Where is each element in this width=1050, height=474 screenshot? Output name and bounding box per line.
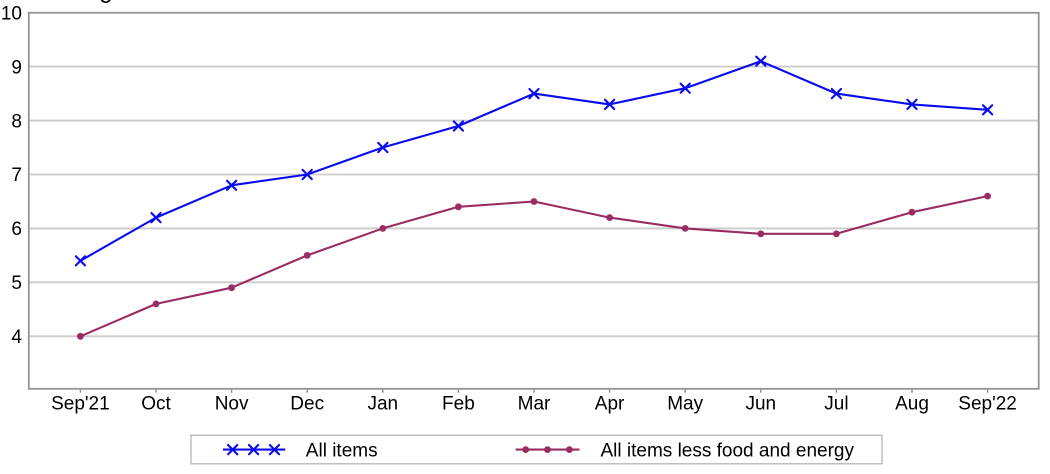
svg-text:Aug: Aug (895, 394, 929, 415)
svg-text:7: 7 (11, 165, 22, 186)
svg-text:4: 4 (11, 327, 22, 348)
svg-text:Nov: Nov (215, 394, 249, 415)
svg-text:Mar: Mar (518, 394, 551, 415)
svg-text:Apr: Apr (595, 394, 625, 415)
svg-text:6: 6 (11, 219, 22, 240)
svg-text:Sep'22: Sep'22 (958, 394, 1017, 415)
svg-text:Jun: Jun (745, 394, 776, 415)
svg-text:Jan: Jan (367, 394, 398, 415)
svg-text:Jul: Jul (824, 394, 848, 415)
svg-text:g: g (99, 0, 112, 4)
svg-text:May: May (667, 394, 703, 415)
svg-text:10: 10 (1, 3, 22, 24)
svg-text:All items: All items (306, 440, 378, 461)
svg-text:9: 9 (11, 57, 22, 78)
svg-text:Sep'21: Sep'21 (51, 394, 110, 415)
svg-text:Feb: Feb (442, 394, 475, 415)
svg-text:5: 5 (11, 273, 22, 294)
svg-text:All items less food and energy: All items less food and energy (601, 440, 855, 461)
svg-text:8: 8 (11, 111, 22, 132)
svg-text:Dec: Dec (290, 394, 324, 415)
svg-text:Oct: Oct (141, 394, 171, 415)
